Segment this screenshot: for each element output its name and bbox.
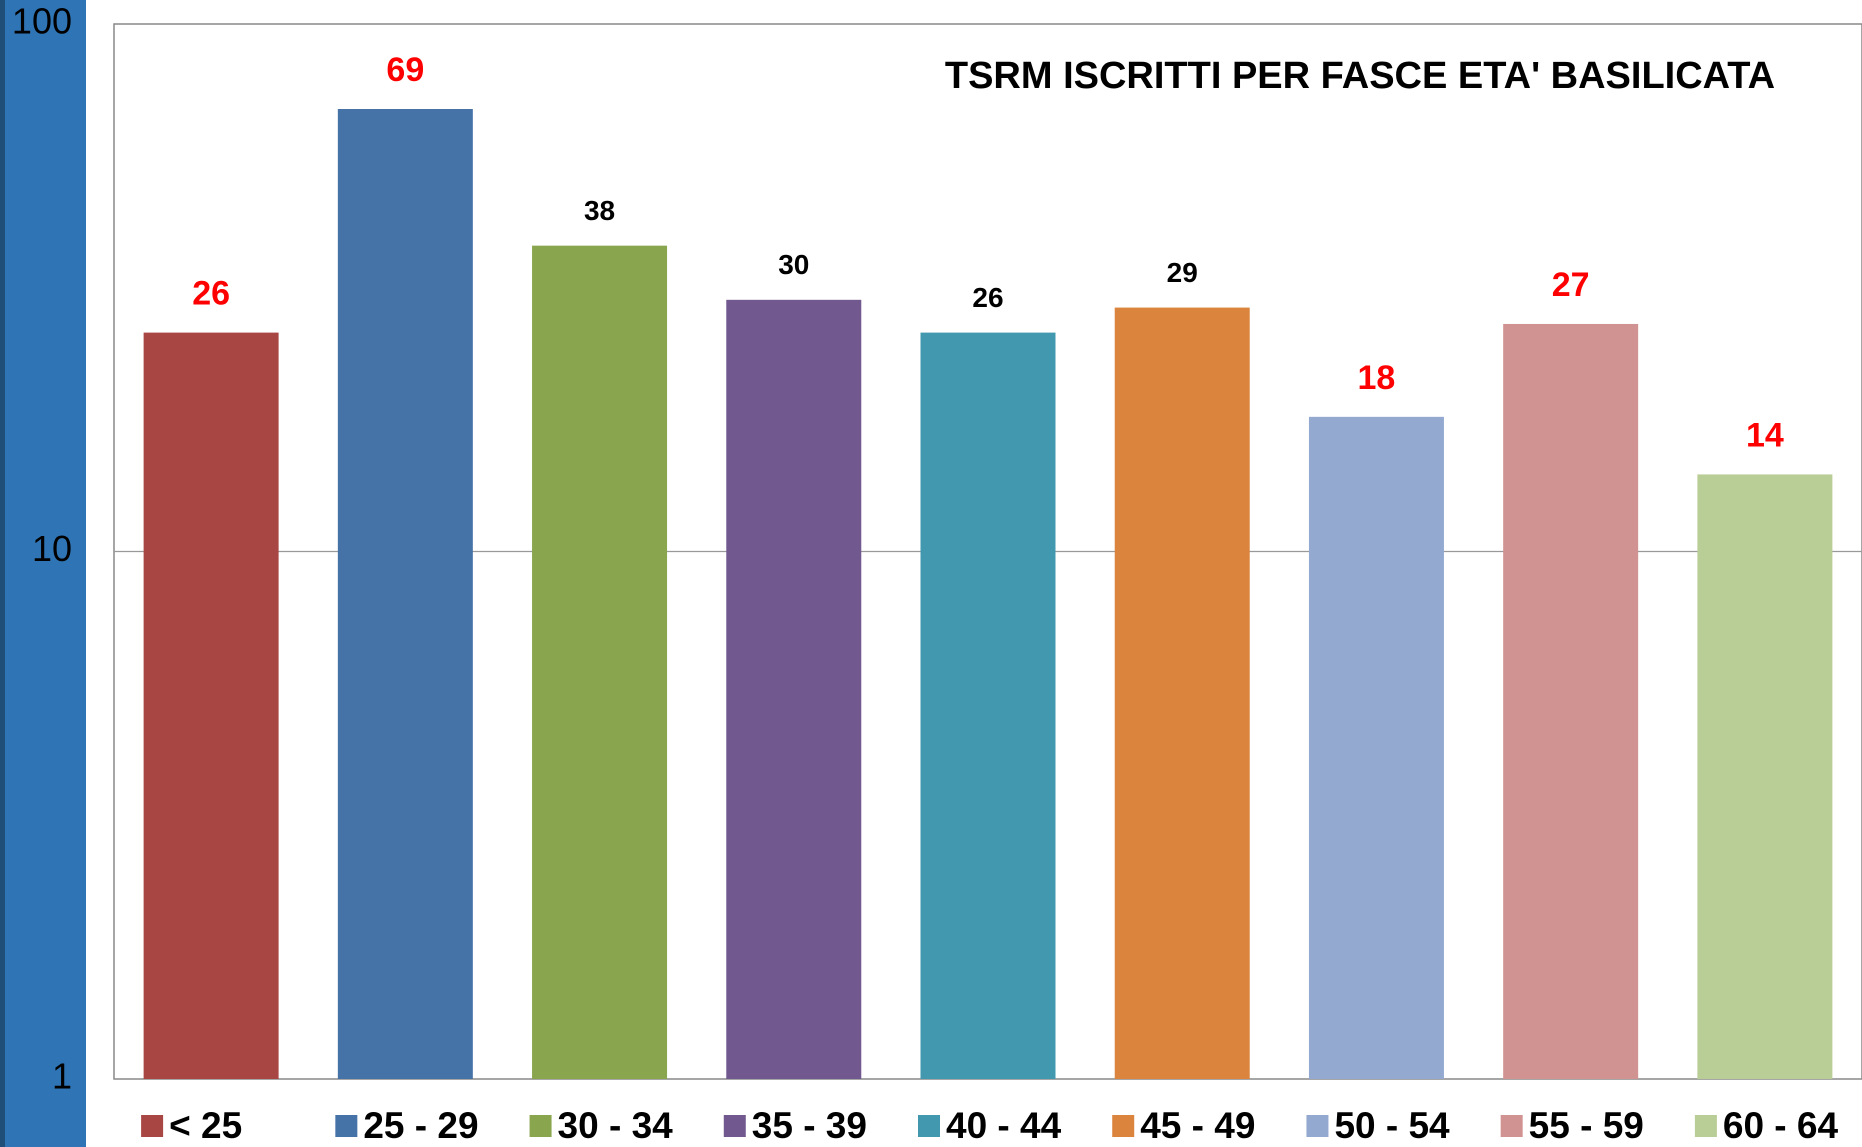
legend-label: 50 - 54	[1334, 1105, 1450, 1146]
bar	[1308, 416, 1444, 1079]
legend-label: 30 - 34	[558, 1105, 674, 1146]
data-label: 26	[972, 282, 1003, 313]
legend-swatch	[1306, 1115, 1329, 1137]
legend-label: 25 - 29	[363, 1105, 478, 1146]
bar	[1503, 323, 1639, 1079]
legend-swatch	[1500, 1115, 1523, 1137]
data-label: 14	[1746, 416, 1784, 454]
y-tick-label: 10	[32, 528, 72, 569]
side-edge	[0, 0, 5, 1147]
legend-swatch	[1112, 1115, 1135, 1137]
legend-swatch	[141, 1115, 164, 1137]
legend-swatch	[529, 1115, 552, 1137]
legend-label: 40 - 44	[946, 1105, 1062, 1146]
legend-swatch	[1694, 1115, 1717, 1137]
data-label: 26	[192, 275, 230, 313]
legend-label: 35 - 39	[752, 1105, 867, 1146]
y-tick-label: 100	[12, 1, 72, 42]
bar	[143, 332, 279, 1079]
data-label: 18	[1358, 359, 1396, 397]
legend-label: 55 - 59	[1529, 1105, 1644, 1146]
data-label: 38	[584, 195, 615, 226]
bar	[532, 245, 668, 1079]
legend-swatch	[918, 1115, 940, 1137]
bar	[1697, 474, 1833, 1079]
bar	[337, 109, 473, 1080]
bar	[1114, 307, 1250, 1079]
chart-title: TSRM ISCRITTI PER FASCE ETA' BASILICATA	[945, 55, 1775, 97]
legend-swatch	[335, 1115, 358, 1137]
data-label: 27	[1552, 266, 1590, 304]
legend-swatch	[723, 1115, 746, 1137]
legend-label: 45 - 49	[1140, 1105, 1255, 1146]
bar	[920, 332, 1056, 1079]
data-label: 29	[1167, 257, 1198, 288]
legend-label: < 25	[169, 1105, 242, 1146]
data-label: 69	[386, 51, 424, 89]
legend-label: 60 - 64	[1723, 1105, 1839, 1146]
side-band	[0, 0, 86, 1147]
data-label: 30	[778, 249, 809, 280]
bar	[726, 299, 862, 1079]
y-tick-label: 1	[52, 1056, 72, 1097]
